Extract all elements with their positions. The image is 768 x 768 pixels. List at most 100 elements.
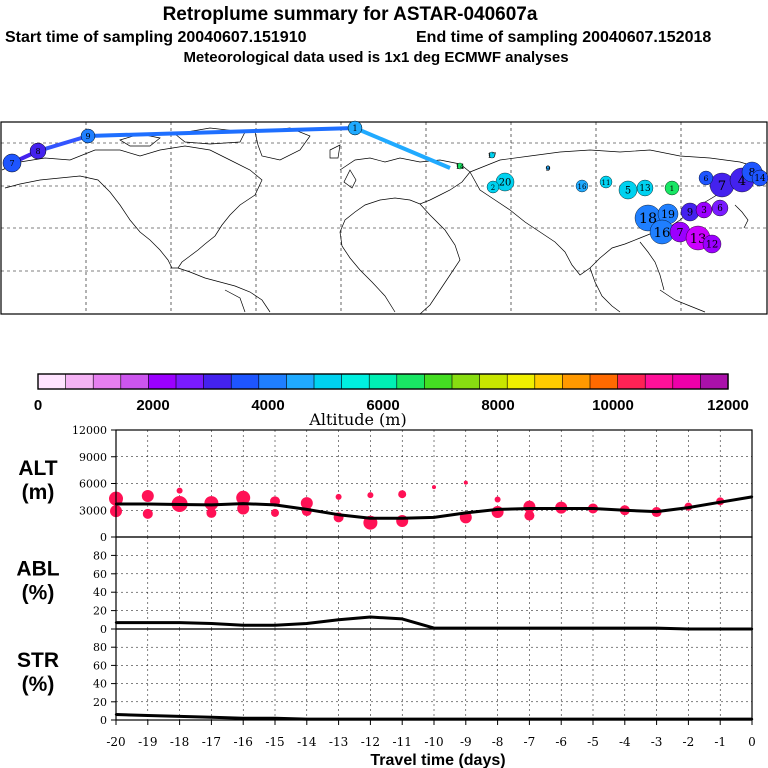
- y-tick-label: 20: [93, 605, 107, 618]
- y-tick-label: 40: [93, 586, 107, 599]
- cluster-label: 16: [578, 183, 587, 191]
- cluster-marker: [751, 169, 768, 187]
- colorbar-tick-label: 8000: [481, 397, 514, 414]
- panel-label-unit: (%): [22, 582, 55, 605]
- colorbar-swatch: [562, 373, 591, 390]
- y-tick-label: 3000: [79, 504, 107, 517]
- y-tick-label: 6000: [79, 478, 107, 491]
- colorbar-tick-label: 6000: [366, 397, 399, 414]
- data-point: [337, 717, 340, 721]
- panel-label-unit: (m): [22, 481, 55, 504]
- trajectory-marker: [2, 153, 22, 173]
- y-tick-label: 0: [100, 531, 107, 544]
- panel-label-title: ABL: [16, 558, 59, 581]
- data-point: [687, 506, 690, 509]
- data-point: [528, 717, 531, 721]
- altitude-cluster-point: [367, 492, 374, 499]
- colorbar-swatch: [148, 373, 177, 390]
- x-tick-label: -16: [234, 735, 253, 749]
- y-tick-label: 9000: [79, 451, 107, 464]
- cluster-marker: [636, 179, 654, 197]
- y-tick-label: 80: [93, 641, 107, 654]
- data-point: [655, 717, 658, 721]
- colorbar-swatch: [368, 373, 398, 390]
- data-point: [178, 715, 181, 718]
- data-point: [305, 508, 308, 511]
- start-time-label: Start time of sampling 20040607.151910: [5, 29, 307, 46]
- cluster-label: 18: [639, 211, 657, 227]
- altitude-cluster-point: [176, 487, 183, 494]
- data-point: [337, 618, 340, 621]
- trajectory-segment: [37, 134, 89, 153]
- cluster-label: 20: [499, 178, 512, 189]
- x-tick-label: -13: [329, 735, 348, 749]
- colorbar-swatch: [37, 373, 67, 390]
- cluster-label: 13: [690, 232, 707, 247]
- data-point: [750, 495, 754, 499]
- altitude-cluster-point: [432, 485, 436, 490]
- data-point: [432, 717, 436, 721]
- panel-label-unit: (%): [22, 673, 55, 696]
- data-point: [242, 624, 245, 627]
- y-tick-label: 60: [93, 568, 107, 581]
- data-point: [464, 511, 467, 515]
- x-tick-label: -19: [138, 735, 157, 749]
- colorbar-tick-label: 10000: [592, 397, 634, 414]
- colorbar-swatch: [644, 373, 674, 390]
- panel-abl: 0 20 40 60 80 ABL(%): [16, 536, 754, 636]
- cluster-marker: [711, 199, 729, 217]
- data-point: [242, 502, 245, 505]
- cluster-label: 2: [491, 184, 495, 192]
- colorbar-swatch: [424, 373, 453, 390]
- colorbar-swatch: [258, 373, 287, 390]
- data-point: [178, 621, 181, 624]
- altitude-cluster-point: [206, 507, 217, 518]
- data-point: [623, 509, 626, 512]
- cluster-label: 14: [754, 174, 766, 184]
- colorbar-swatch: [92, 373, 122, 390]
- trajectory-marker: [347, 120, 363, 136]
- data-point: [146, 502, 149, 506]
- colorbar-swatch: [672, 373, 701, 390]
- data-point: [623, 717, 626, 721]
- trajectory-marker-label: 8: [35, 147, 40, 156]
- cluster-marker: [702, 234, 722, 254]
- data-point: [210, 716, 213, 719]
- x-tick-label: -9: [460, 735, 472, 749]
- colorbar-swatch: [65, 373, 94, 390]
- cluster-label: 17: [488, 152, 497, 160]
- data-point: [401, 617, 404, 621]
- cluster-label: 3: [701, 206, 707, 216]
- trajectory-segment: [87, 126, 356, 138]
- y-tick-label: 12000: [72, 424, 107, 437]
- altitude-cluster-point: [141, 489, 154, 502]
- data-point: [273, 624, 277, 627]
- colorbar-swatch: [286, 373, 315, 390]
- colorbar-swatch: [175, 373, 205, 390]
- colorbar-tick-label: 4000: [251, 397, 284, 414]
- data-point: [369, 615, 372, 619]
- panel-str: 0 20 40 60 80 STR(%): [17, 628, 754, 727]
- y-tick-label: 20: [93, 696, 107, 709]
- cluster-label: 7: [677, 226, 684, 239]
- data-point: [305, 622, 308, 625]
- data-point: [242, 716, 245, 720]
- altitude-cluster-point: [204, 496, 219, 511]
- data-point: [114, 713, 118, 716]
- trajectory-marker-label: 9: [85, 132, 90, 141]
- colorbar-tick-label: 2000: [136, 397, 169, 414]
- x-tick-label: -2: [683, 735, 695, 749]
- data-point: [560, 717, 563, 721]
- colorbar-swatch: [230, 373, 260, 390]
- x-tick-label: 0: [748, 735, 756, 749]
- colorbar-swatch: [617, 373, 646, 390]
- data-point: [337, 513, 340, 516]
- x-tick-label: -20: [106, 735, 125, 749]
- cluster-marker: [599, 175, 613, 189]
- altitude-colorbar: 0 2000 4000 6000 8000 10000 12000: [34, 373, 749, 414]
- y-tick-label: 0: [100, 714, 107, 727]
- colorbar-swatch: [313, 373, 343, 390]
- x-tick-label: -17: [202, 735, 221, 749]
